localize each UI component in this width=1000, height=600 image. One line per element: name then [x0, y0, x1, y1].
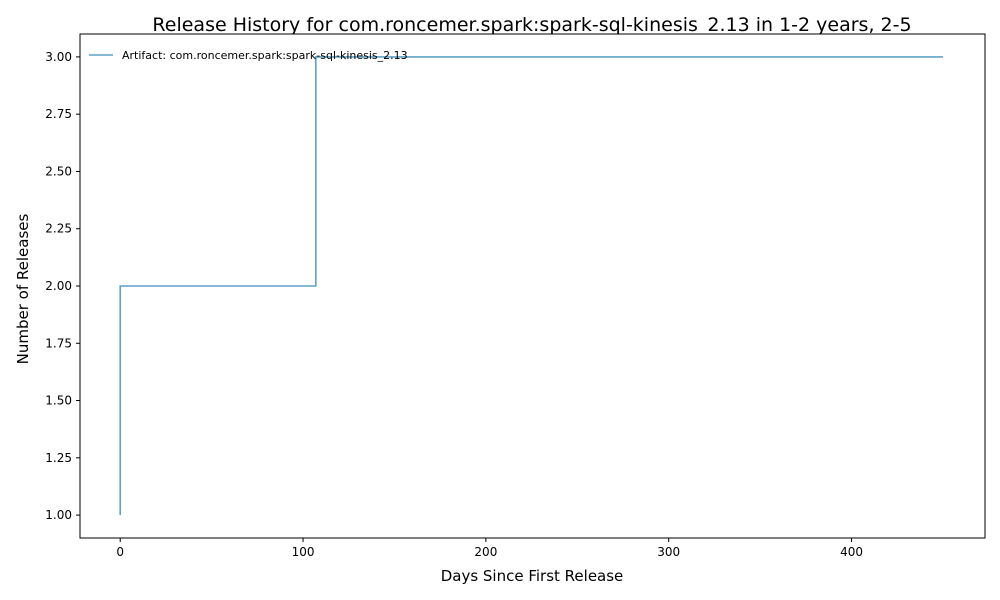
y-tick-label: 2.25: [45, 222, 72, 236]
chart-title: Release History for com.roncemer.spark:s…: [152, 14, 911, 36]
x-tick-label: 400: [840, 545, 863, 559]
x-tick-label: 200: [474, 545, 497, 559]
legend: Artifact: com.roncemer.spark:spark-sql-k…: [89, 49, 408, 62]
plot-area: [79, 33, 986, 539]
y-tick-label: 2.00: [45, 279, 72, 293]
y-tick-label: 2.50: [45, 164, 72, 178]
y-tick-label: 1.75: [45, 336, 72, 350]
y-axis-label: Number of Releases: [14, 213, 32, 364]
y-tick-label: 3.00: [45, 50, 72, 64]
x-tick-label: 0: [116, 545, 124, 559]
y-tick-label: 1.25: [45, 451, 72, 465]
x-axis-label: Days Since First Release: [441, 567, 624, 585]
y-tick-label: 2.75: [45, 107, 72, 121]
y-tick-label: 1.00: [45, 508, 72, 522]
legend-label: Artifact: com.roncemer.spark:spark-sql-k…: [122, 49, 408, 62]
y-axis-ticks: 1.00 1.25 1.50 1.75 2.00 2.25 2.50 2.75 3.00: [45, 50, 80, 522]
x-axis-ticks: 0 100 200 300 400: [116, 538, 863, 559]
series-line: [119, 56, 943, 516]
y-tick-label: 1.50: [45, 394, 72, 408]
x-tick-label: 300: [657, 545, 680, 559]
x-tick-label: 100: [292, 545, 315, 559]
